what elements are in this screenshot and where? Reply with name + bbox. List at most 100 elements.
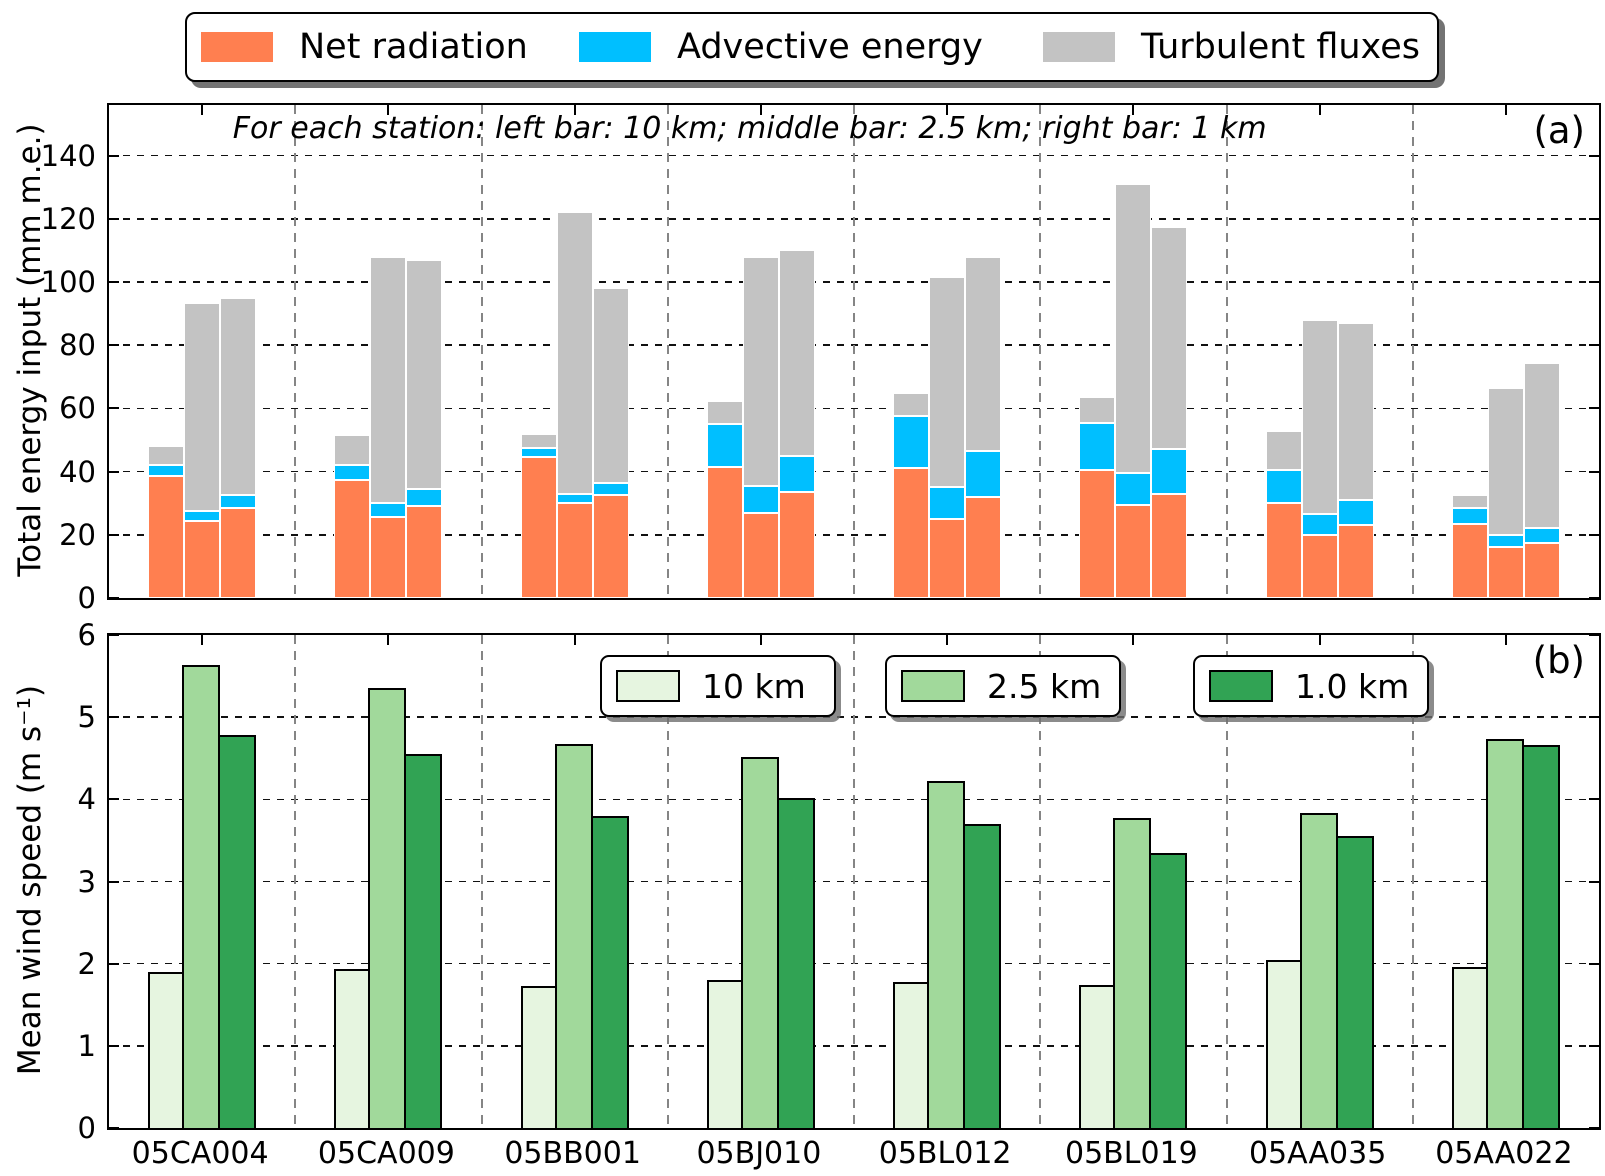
x-tick-label-station: 05BL019 — [1065, 1136, 1198, 1171]
y-tick — [109, 154, 119, 157]
y-tick — [109, 1044, 119, 1047]
y-tick-label: 60 — [59, 391, 96, 426]
bar-segment-turbulent-fluxes — [742, 256, 779, 486]
bar-segment-net-radiation — [893, 468, 930, 598]
x-tick — [1318, 635, 1321, 645]
bar-segment-net-radiation — [220, 507, 257, 598]
y-tick-label: 3 — [77, 864, 96, 899]
x-tick — [387, 105, 390, 115]
wind-bar-1-0-km — [404, 754, 443, 1128]
y-tick-label: 40 — [59, 454, 96, 489]
y-tick — [1589, 962, 1599, 965]
bar-segment-net-radiation — [965, 496, 1002, 598]
y-tick-label: 6 — [77, 618, 96, 652]
bar-segment-turbulent-fluxes — [1301, 319, 1338, 515]
bar-segment-turbulent-fluxes — [893, 392, 930, 417]
y-tick — [1589, 798, 1599, 801]
wind-bar-1-0-km — [776, 797, 815, 1128]
y-tick — [109, 798, 119, 801]
bar-segment-turbulent-fluxes — [556, 212, 593, 494]
y-axis-label-wind: Mean wind speed (m s⁻¹) — [12, 684, 48, 1076]
y-tick-label: 100 — [40, 264, 96, 299]
v-gridline — [1411, 105, 1414, 598]
v-gridline — [1225, 635, 1228, 1128]
bar-segment-turbulent-fluxes — [1487, 387, 1524, 535]
wind-bar-10-km — [334, 969, 371, 1128]
bar-segment-advective-energy — [1151, 449, 1188, 494]
v-gridline — [853, 105, 855, 598]
wind-bar-2-5-km — [1113, 818, 1152, 1128]
bar-segment-turbulent-fluxes — [706, 400, 743, 425]
x-tick — [759, 635, 762, 645]
bar-segment-advective-energy — [184, 511, 221, 521]
v-gridline — [1039, 635, 1042, 1128]
v-gridline — [1225, 105, 1228, 598]
y-tick — [1589, 634, 1599, 636]
x-tick-label-station: 05AA022 — [1435, 1136, 1573, 1171]
x-tick — [1132, 635, 1135, 645]
x-tick-label-station: 05BL012 — [878, 1136, 1012, 1171]
y-tick-label: 0 — [77, 1111, 96, 1145]
plot-area-wind: 0 1 2 3 4 5 6 — [78, 618, 1599, 1145]
bar-segment-net-radiation — [706, 466, 743, 598]
panel-a-label: (a) — [1533, 109, 1585, 152]
y-tick — [1589, 1044, 1599, 1047]
y-tick — [1589, 280, 1599, 283]
bar-segment-advective-energy — [706, 424, 743, 467]
y-tick — [1589, 597, 1599, 599]
y-tick — [1589, 217, 1599, 220]
x-tick — [201, 105, 204, 115]
bar-segment-advective-energy — [1487, 534, 1524, 548]
v-gridline — [666, 105, 669, 598]
bar-segment-advective-energy — [148, 465, 185, 477]
y-tick — [1589, 344, 1599, 347]
y-tick — [1589, 716, 1599, 719]
panel-a-title: For each station: left bar: 10 km; middl… — [232, 111, 1267, 146]
bar-segment-turbulent-fluxes — [520, 433, 557, 448]
turbulent-fluxes-swatch — [1043, 32, 1115, 62]
bar-segment-net-radiation — [778, 492, 815, 598]
wind-bar-1-0-km — [218, 735, 257, 1128]
wind-bar-2-5-km — [554, 744, 593, 1128]
bar-segment-turbulent-fluxes — [1337, 323, 1374, 501]
bar-segment-advective-energy — [520, 447, 557, 458]
bar-segment-turbulent-fluxes — [1151, 226, 1188, 450]
bar-segment-net-radiation — [334, 479, 371, 598]
legend-energy: Net radiation Advective energy Turbulent… — [185, 12, 1439, 82]
v-gridline — [853, 635, 855, 1128]
wind-bar-2-5-km — [368, 688, 407, 1128]
y-tick — [109, 470, 119, 473]
bar-segment-net-radiation — [1337, 525, 1374, 598]
y-tick — [1589, 1127, 1599, 1129]
advective-energy-swatch — [579, 32, 651, 62]
legend-label: 1.0 km — [1295, 666, 1410, 706]
x-tick — [573, 635, 576, 645]
x-tick — [1504, 105, 1507, 115]
legend-item-advective-energy: Advective energy — [579, 14, 983, 80]
wind-bar-2-5-km — [740, 757, 779, 1128]
y-tick — [109, 597, 119, 599]
x-tick — [759, 105, 762, 115]
legend-label: 2.5 km — [987, 666, 1102, 706]
bar-segment-turbulent-fluxes — [1079, 397, 1116, 423]
net-radiation-swatch — [201, 32, 273, 62]
y-tick — [109, 962, 119, 965]
y-tick — [1589, 880, 1599, 883]
x-tick — [1132, 105, 1135, 115]
bar-segment-net-radiation — [1301, 534, 1338, 598]
bar-segment-advective-energy — [965, 451, 1002, 497]
bar-segment-advective-energy — [1115, 473, 1152, 505]
bar-segment-turbulent-fluxes — [184, 302, 221, 512]
wind-bar-10-km — [1265, 960, 1302, 1128]
bar-segment-net-radiation — [929, 519, 966, 598]
v-gridline — [1039, 105, 1042, 598]
bar-segment-net-radiation — [556, 503, 593, 598]
x-tick-label-station: 05CA009 — [317, 1136, 455, 1171]
y-tick — [109, 407, 119, 410]
y-tick-label: 1 — [77, 1028, 96, 1063]
bar-segment-net-radiation — [1487, 547, 1524, 598]
bar-segment-turbulent-fluxes — [148, 446, 185, 466]
v-gridline — [294, 105, 297, 598]
y-tick-label: 0 — [77, 581, 96, 615]
bar-segment-net-radiation — [1265, 503, 1302, 598]
